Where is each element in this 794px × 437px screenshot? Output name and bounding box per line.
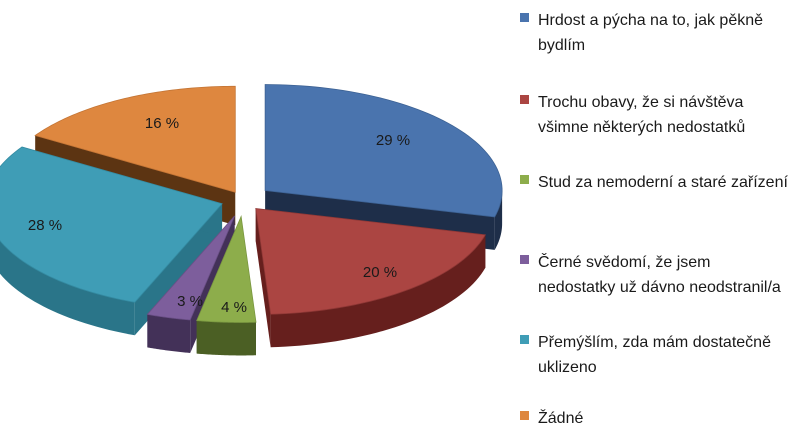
- legend-item: Přemýšlím, zda mám dostatečně uklizeno: [520, 330, 790, 380]
- pie-slice-group: [196, 214, 257, 356]
- pie-slice-side: [147, 314, 191, 353]
- legend-item: Žádné: [520, 406, 790, 431]
- data-label: 28 %: [28, 217, 62, 234]
- legend-label: Stud za nemoderní a staré zařízení: [538, 174, 788, 191]
- pie-slice-side: [196, 320, 256, 356]
- pie-slice: [34, 85, 236, 193]
- legend-label: Černé svědomí, že jsem nedostatky už dáv…: [538, 254, 781, 296]
- pie-slice-side: [270, 234, 486, 348]
- pie-slice: [255, 208, 486, 315]
- pie-slice: [196, 214, 257, 323]
- legend-item: Hrdost a pýcha na to, jak pěkně bydlím: [520, 8, 790, 58]
- legend-swatch: [520, 255, 529, 264]
- legend-item: Trochu obavy, že si návštěva všimne někt…: [520, 90, 790, 140]
- pie-slice-group: [0, 146, 223, 336]
- legend-swatch: [520, 175, 529, 184]
- legend-swatch: [520, 335, 529, 344]
- pie-slice-wall: [134, 203, 223, 336]
- pie-slice-wall: [255, 208, 271, 348]
- legend-swatch: [520, 411, 529, 420]
- legend-label: Přemýšlím, zda mám dostatečně uklizeno: [538, 334, 771, 376]
- pie-slice-side: [494, 190, 503, 250]
- data-label: 4 %: [221, 299, 247, 316]
- pie-slice: [146, 215, 235, 321]
- data-label: 16 %: [145, 115, 179, 132]
- legend-item: Stud za nemoderní a staré zařízení: [520, 170, 790, 195]
- pie-slice-group: [255, 208, 486, 348]
- legend-swatch: [520, 95, 529, 104]
- pie-slice-side: [0, 240, 135, 336]
- pie-chart: 29 % 20 % 4 % 3 % 28 % 16 %: [0, 84, 503, 356]
- pie-slice: [264, 84, 503, 218]
- legend-label: Žádné: [538, 410, 584, 427]
- pie-slice: [0, 146, 223, 303]
- legend-item: Černé svědomí, že jsem nedostatky už dáv…: [520, 250, 790, 300]
- data-label: 3 %: [177, 293, 203, 310]
- legend-label: Hrdost a pýcha na to, jak pěkně bydlím: [538, 12, 764, 54]
- data-label: 29 %: [376, 132, 410, 149]
- data-label: 20 %: [363, 264, 397, 281]
- legend-label: Trochu obavy, že si návštěva všimne někt…: [538, 94, 746, 136]
- legend-swatch: [520, 13, 529, 22]
